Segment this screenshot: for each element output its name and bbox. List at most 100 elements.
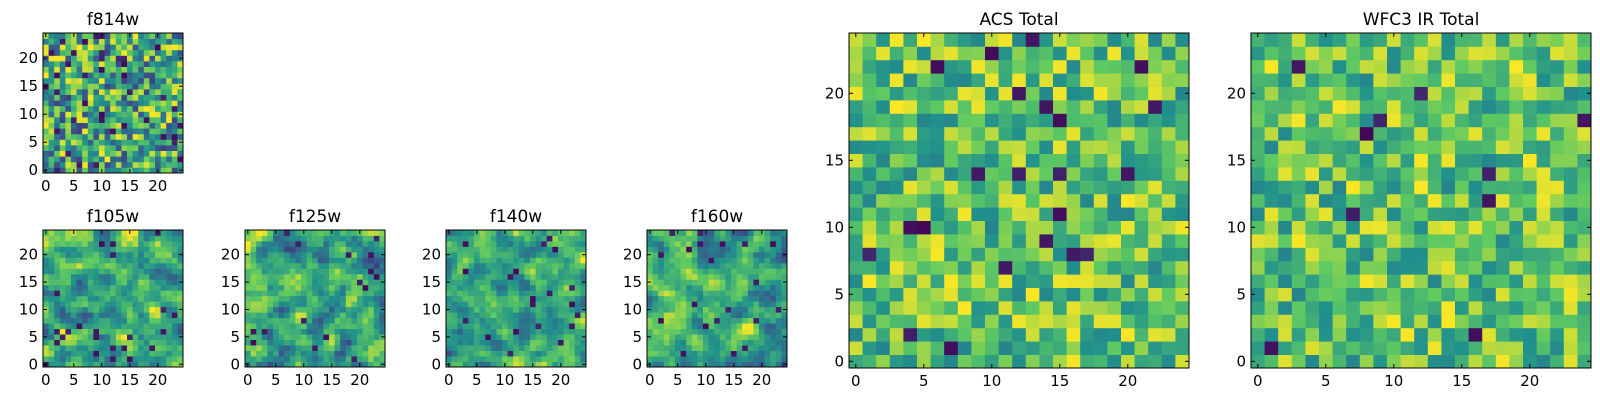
- heatmap-cell: [132, 49, 139, 56]
- heatmap-cell: [160, 257, 167, 264]
- heatmap-cell: [719, 345, 726, 351]
- heatmap-cell: [652, 273, 659, 280]
- heatmap-cell: [48, 117, 55, 123]
- x-tick-label: 10: [92, 177, 111, 195]
- heatmap-cell: [267, 312, 274, 319]
- heatmap-cell: [770, 350, 777, 357]
- heatmap-cell: [580, 356, 587, 362]
- heatmap-cell: [518, 246, 525, 253]
- y-tick-label: 5: [230, 328, 240, 346]
- heatmap-cell: [351, 361, 358, 368]
- heatmap-cell: [1400, 140, 1415, 154]
- heatmap-cell: [446, 323, 452, 330]
- heatmap-cell: [1278, 86, 1293, 101]
- heatmap-cell: [59, 167, 66, 174]
- heatmap-cell: [451, 273, 458, 280]
- heatmap-cell: [708, 306, 715, 313]
- heatmap-cell: [764, 356, 771, 362]
- heatmap-cell: [351, 323, 358, 330]
- heatmap-cell: [368, 339, 375, 346]
- heatmap-cell: [171, 122, 178, 129]
- heatmap-cell: [530, 284, 536, 291]
- heatmap-cell: [1387, 33, 1401, 47]
- heatmap-cell: [558, 246, 564, 253]
- heatmap-cell: [245, 240, 251, 247]
- heatmap-cell: [1134, 153, 1149, 168]
- heatmap-cell: [1053, 153, 1067, 168]
- heatmap-cell: [1373, 327, 1388, 342]
- heatmap-cell: [1161, 140, 1176, 154]
- heatmap-cell: [373, 356, 380, 362]
- heatmap-cell: [708, 246, 715, 253]
- heatmap-cell: [132, 72, 139, 79]
- heatmap-cell: [451, 328, 458, 335]
- heatmap-cell: [295, 279, 302, 286]
- heatmap-cell: [317, 339, 324, 346]
- heatmap-cell: [138, 284, 145, 291]
- heatmap-cell: [569, 317, 576, 324]
- heatmap-cell: [177, 156, 184, 163]
- heatmap-cell: [155, 240, 161, 247]
- heatmap-cell: [675, 334, 681, 340]
- heatmap-cell: [731, 235, 737, 242]
- heatmap-cell: [65, 117, 72, 123]
- heatmap-cell: [647, 262, 653, 269]
- heatmap-cell: [1121, 73, 1135, 87]
- heatmap-cell: [496, 295, 503, 302]
- heatmap-cell: [971, 354, 986, 369]
- heatmap-cell: [1251, 46, 1265, 61]
- heatmap-cell: [574, 262, 581, 269]
- heatmap-cell: [323, 350, 330, 357]
- heatmap-cell: [876, 274, 891, 288]
- heatmap-cell: [1148, 327, 1163, 342]
- heatmap-cell: [1161, 274, 1176, 288]
- heatmap-cell: [171, 150, 178, 157]
- heatmap-cell: [121, 55, 128, 62]
- heatmap-cell: [115, 111, 122, 118]
- heatmap-cell: [1427, 247, 1442, 262]
- heatmap-cell: [691, 290, 698, 297]
- heatmap-cell: [1550, 220, 1565, 235]
- heatmap-cell: [889, 234, 904, 248]
- heatmap-cell: [1175, 140, 1190, 154]
- heatmap-cell: [569, 279, 576, 286]
- heatmap-cell: [468, 273, 475, 280]
- heatmap-cell: [462, 323, 469, 330]
- heatmap-cell: [54, 83, 61, 90]
- heatmap-cell: [736, 230, 743, 236]
- heatmap-cell: [957, 33, 972, 47]
- heatmap-cell: [273, 323, 279, 330]
- heatmap-cell: [658, 290, 665, 297]
- heatmap-cell: [104, 161, 111, 168]
- heatmap-cell: [569, 235, 576, 242]
- heatmap-cell: [340, 268, 347, 275]
- heatmap-cell: [87, 240, 94, 247]
- heatmap-cell: [770, 339, 777, 346]
- heatmap-cell: [457, 345, 464, 351]
- heatmap-cell: [138, 257, 145, 264]
- heatmap-cell: [132, 145, 139, 151]
- heatmap-cell: [48, 156, 55, 163]
- heatmap-cell: [1332, 33, 1347, 47]
- heatmap-cell: [273, 301, 279, 308]
- x-tick-label: 10: [982, 372, 1001, 390]
- heatmap-cell: [552, 345, 559, 351]
- heatmap-cell: [451, 356, 458, 362]
- heatmap-cell: [71, 328, 77, 335]
- heatmap-cell: [457, 306, 464, 313]
- heatmap-cell: [362, 273, 369, 280]
- heatmap-cell: [1482, 260, 1497, 275]
- heatmap-cell: [143, 117, 150, 123]
- heatmap-cell: [1414, 327, 1429, 342]
- heatmap-cell: [736, 251, 743, 258]
- heatmap-cell: [121, 66, 128, 73]
- heatmap-cell: [1414, 274, 1429, 288]
- heatmap-cell: [82, 257, 89, 264]
- heatmap-cell: [507, 240, 514, 247]
- heatmap-cell: [462, 306, 469, 313]
- heatmap-cell: [93, 156, 100, 163]
- heatmap-cell: [1305, 354, 1320, 369]
- heatmap-cell: [71, 334, 77, 340]
- heatmap-cell: [104, 100, 111, 107]
- heatmap-cell: [1278, 140, 1293, 154]
